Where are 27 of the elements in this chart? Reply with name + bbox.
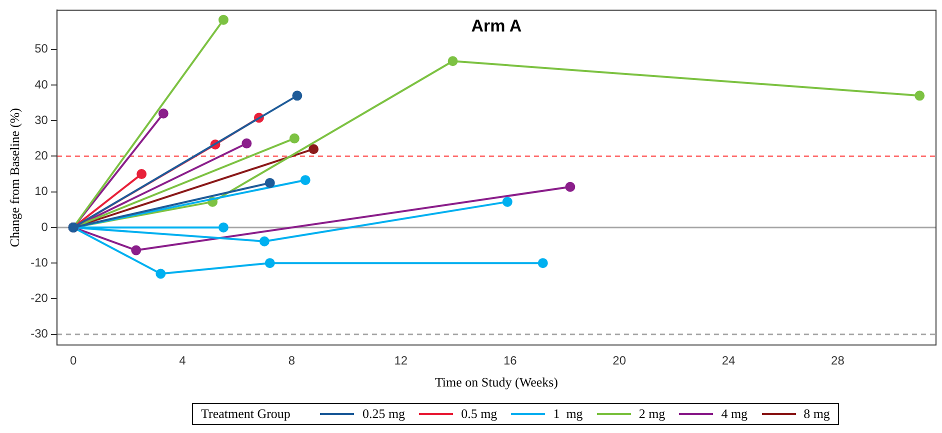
y-axis-title: Change from Baseline (%) (7, 108, 22, 248)
x-tick-label: 20 (612, 354, 626, 368)
y-tick-label: 10 (34, 184, 48, 198)
x-tick-label: 0 (70, 354, 77, 368)
x-tick-label: 12 (394, 354, 408, 368)
legend-label: 8 mg (804, 406, 830, 422)
x-tick-label: 28 (831, 354, 845, 368)
y-tick-label: 20 (34, 148, 48, 163)
legend-title: Treatment Group (201, 406, 290, 422)
y-tick-label: -20 (30, 291, 48, 306)
legend-label: 0.5 mg (461, 406, 498, 422)
chart-title: Arm A (471, 16, 522, 36)
y-tick-label: 40 (34, 77, 48, 92)
x-tick-label: 4 (179, 354, 186, 368)
y-tick-label: -10 (30, 255, 48, 270)
legend-label: 0.25 mg (362, 406, 406, 422)
legend-label: 2 mg (638, 406, 666, 422)
x-tick-label: 8 (288, 354, 296, 368)
y-tick-label: 30 (34, 112, 48, 127)
y-tick-label: -30 (30, 326, 48, 341)
x-axis-title: Time on Study (Weeks) (434, 374, 558, 390)
y-tick-label: 0 (41, 220, 48, 234)
legend-label: 1 mg (553, 406, 583, 422)
x-tick-label: 16 (503, 354, 518, 368)
y-tick-label: 50 (34, 42, 48, 56)
legend-label: 4 mg (721, 406, 748, 422)
x-tick-label: 24 (722, 354, 736, 368)
